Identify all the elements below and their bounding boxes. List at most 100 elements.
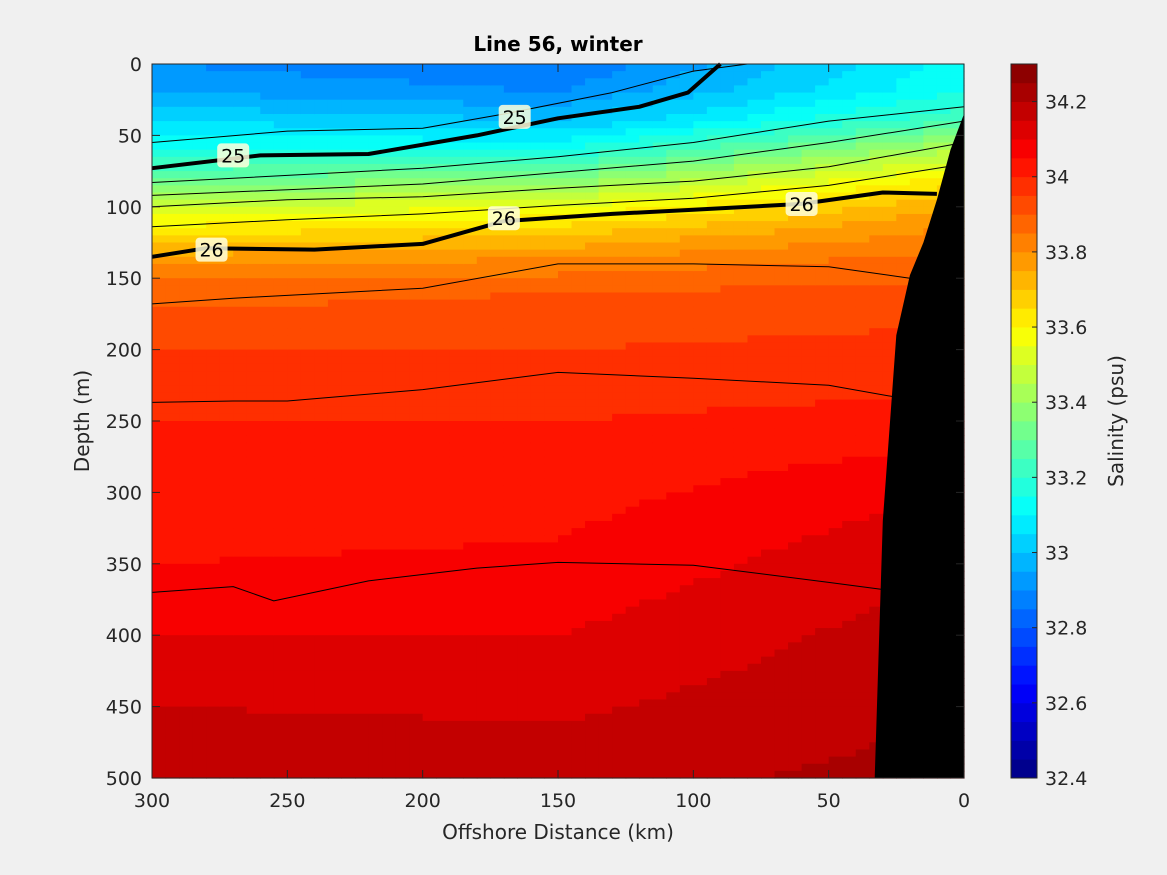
salinity-cell [598, 756, 613, 765]
salinity-cell [639, 106, 654, 115]
salinity-cell [558, 228, 573, 236]
salinity-cell [233, 513, 248, 522]
salinity-cell [571, 78, 586, 87]
salinity-cell [219, 763, 234, 772]
salinity-cell [598, 749, 613, 758]
salinity-cell [585, 221, 600, 229]
salinity-cell [625, 763, 640, 772]
salinity-cell [422, 71, 437, 79]
salinity-cell [788, 421, 803, 429]
salinity-cell [246, 763, 261, 772]
salinity-cell [449, 592, 464, 601]
salinity-cell [612, 128, 627, 136]
salinity-cell [314, 528, 329, 536]
salinity-cell [706, 499, 721, 508]
salinity-cell [679, 299, 694, 308]
salinity-cell [639, 449, 654, 458]
salinity-cell [706, 535, 721, 543]
salinity-cell [706, 156, 721, 165]
salinity-cell [179, 256, 194, 265]
salinity-cell [517, 71, 532, 79]
salinity-cell [152, 585, 167, 593]
salinity-cell [179, 456, 194, 465]
salinity-cell [558, 499, 573, 508]
salinity-cell [679, 356, 694, 365]
salinity-cell [774, 592, 789, 601]
salinity-cell [801, 570, 816, 579]
salinity-cell [287, 649, 302, 658]
salinity-cell [585, 321, 600, 329]
salinity-cell [612, 563, 627, 572]
salinity-cell [395, 449, 410, 458]
salinity-cell [327, 263, 343, 272]
salinity-cell [612, 242, 627, 251]
salinity-cell [530, 113, 546, 122]
salinity-cell [666, 528, 681, 536]
salinity-cell [652, 342, 667, 351]
salinity-cell [206, 142, 221, 151]
salinity-cell [585, 628, 600, 636]
salinity-cell [476, 735, 491, 743]
salinity-cell [368, 678, 383, 686]
salinity-cell [679, 178, 694, 186]
salinity-cell [409, 213, 424, 222]
salinity-cell [273, 413, 288, 422]
salinity-cell [152, 142, 167, 151]
salinity-cell [788, 171, 803, 179]
salinity-cell [571, 413, 586, 422]
salinity-cell [206, 528, 221, 536]
salinity-cell [179, 171, 194, 179]
salinity-cell [503, 356, 518, 365]
salinity-cell [341, 356, 356, 365]
salinity-cell [260, 749, 275, 758]
salinity-cell [219, 620, 234, 629]
salinity-cell [314, 349, 329, 358]
salinity-cell [476, 71, 491, 79]
salinity-cell [530, 242, 546, 251]
salinity-cell [300, 485, 315, 493]
salinity-cell [733, 649, 749, 658]
salinity-cell [598, 678, 613, 686]
salinity-cell [206, 71, 221, 79]
salinity-cell [314, 485, 329, 493]
salinity-cell [558, 263, 573, 272]
salinity-cell [558, 578, 573, 586]
salinity-cell [774, 499, 789, 508]
salinity-cell [327, 328, 343, 336]
salinity-cell [490, 642, 505, 651]
salinity-cell [152, 549, 167, 558]
salinity-cell [747, 128, 762, 136]
salinity-cell [206, 449, 221, 458]
salinity-cell [327, 321, 343, 329]
salinity-cell [720, 342, 735, 351]
salinity-cell [355, 399, 370, 408]
salinity-cell [165, 470, 180, 479]
salinity-cell [476, 435, 491, 444]
salinity-cell [355, 349, 370, 358]
salinity-cell [219, 699, 234, 708]
salinity-cell [436, 485, 451, 493]
salinity-cell [436, 156, 451, 165]
salinity-cell [598, 313, 613, 322]
salinity-cell [273, 306, 288, 315]
salinity-cell [720, 435, 735, 444]
salinity-cell [152, 463, 167, 472]
salinity-cell [152, 192, 167, 201]
salinity-cell [327, 699, 343, 708]
salinity-cell [260, 249, 275, 258]
salinity-cell [544, 663, 559, 672]
salinity-cell [733, 528, 749, 536]
salinity-cell [598, 642, 613, 651]
salinity-cell [463, 349, 478, 358]
salinity-cell [788, 663, 803, 672]
salinity-cell [368, 121, 383, 129]
salinity-cell [733, 435, 749, 444]
salinity-cell [679, 692, 694, 701]
salinity-cell [449, 506, 464, 515]
salinity-cell [233, 699, 248, 708]
salinity-cell [165, 278, 180, 286]
salinity-cell [409, 371, 424, 379]
salinity-cell [625, 592, 640, 601]
salinity-cell [639, 113, 654, 122]
salinity-cell [652, 656, 667, 665]
